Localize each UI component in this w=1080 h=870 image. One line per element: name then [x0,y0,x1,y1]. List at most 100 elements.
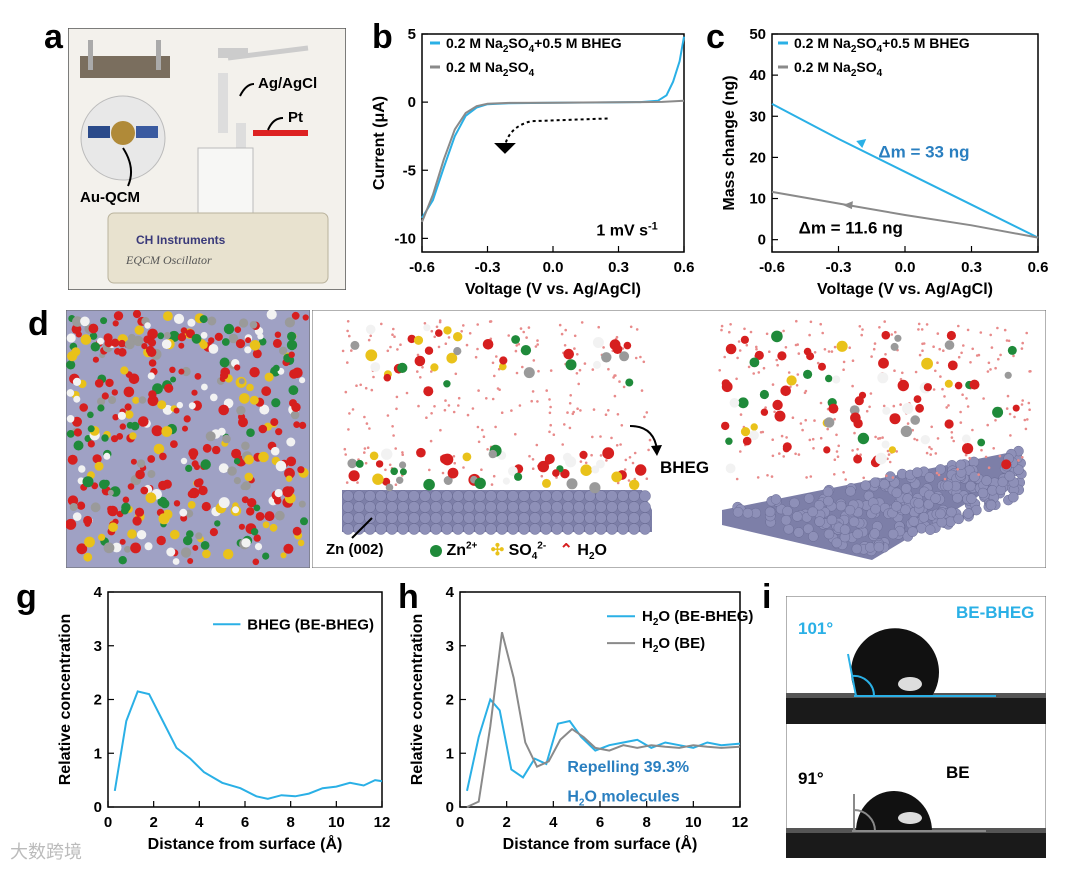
water-molecule [531,458,535,461]
ion-atom [961,434,971,444]
atom [180,327,188,334]
water-molecule [491,397,495,401]
water-molecule [591,368,595,371]
instrument-brand-text: CH Instruments [136,233,226,247]
atom [249,395,259,405]
legend-so4: SO [508,542,532,559]
water-molecule [437,345,441,349]
water-molecule [921,342,924,346]
water-molecule [938,347,941,351]
zn-atom [783,523,794,535]
water-molecule [962,344,965,347]
atom [91,482,99,490]
atom [136,530,147,540]
x-tick-label: -0.6 [409,259,435,276]
water-molecule [872,347,876,351]
atom [193,463,200,471]
atom [200,459,211,470]
water-molecule [980,448,983,452]
atom [275,460,287,472]
water-molecule [915,438,919,442]
x-tick-label: 8 [642,814,650,831]
zn-atom [507,512,519,524]
water-molecule [536,339,539,342]
atom [99,479,109,490]
atom [138,416,149,427]
water-molecule [959,410,962,414]
ion-atom [725,437,733,445]
water-molecule [616,481,620,485]
ion-atom [474,477,486,489]
zn-atom [419,523,431,535]
atom [147,338,157,347]
atom [128,373,140,385]
water-molecule [628,456,632,459]
water-molecule [645,477,649,480]
atom [187,558,194,564]
bheg-label: BHEG [660,458,710,477]
water-molecule [425,416,428,419]
legend-entry: BHEG (BE-BHEG) [247,616,374,633]
water-molecule [757,371,761,374]
zn-atom [793,527,804,538]
water-molecule [405,391,409,395]
atom [287,331,297,341]
water-molecule [771,383,775,386]
zn-atom [764,506,776,518]
atom [180,457,188,465]
water-molecule [444,342,448,345]
zn-atom [916,523,927,534]
atom [239,393,250,404]
water-molecule [950,431,954,434]
atom [191,333,202,344]
ion-atom [416,447,426,458]
atom [148,390,157,399]
atom [113,311,124,321]
atom [234,364,241,371]
water-molecule [784,346,788,349]
water-molecule [629,325,633,329]
watermark-text: 大数跨境 [10,842,82,863]
y-axis-label: Relative concentration [57,614,74,786]
atom [185,464,193,472]
y-tick-label: 3 [446,638,454,655]
legend-h2o: H [577,542,589,559]
atom [118,339,126,348]
atom [177,333,187,342]
legend-text-part: O molecules [584,789,679,806]
atom [272,338,282,348]
water-molecule [943,477,947,481]
atom [179,508,188,517]
zn-atom [419,512,431,524]
water-molecule [580,321,584,324]
ion-atom [754,350,764,360]
water-molecule [749,330,753,334]
zn-atom [375,490,387,502]
legend-text-part: SO [508,35,528,51]
zn-atom [879,478,890,490]
water-molecule [576,407,579,410]
atom [87,411,94,419]
water-molecule [386,349,390,353]
atom [158,513,170,525]
zn-atom [375,512,387,524]
legend-text-part: SO [508,59,528,75]
atom [132,396,140,404]
water-molecule [735,477,739,481]
legend-text-part: SO [856,59,876,75]
atom [136,459,146,468]
atom [297,466,305,474]
x-tick-label: 2 [502,814,510,831]
panel-label-c: c [706,18,725,56]
ion-atom [946,330,957,341]
atom [245,337,252,344]
water-molecule [982,397,985,400]
water-molecule [969,361,972,364]
zn-surface-label: Zn (002) [326,541,384,558]
water-molecule [851,359,855,362]
atom [195,532,203,540]
ion-atom [440,454,450,464]
zn-atom [529,523,541,535]
atom [185,509,194,518]
water-molecule [401,453,404,456]
